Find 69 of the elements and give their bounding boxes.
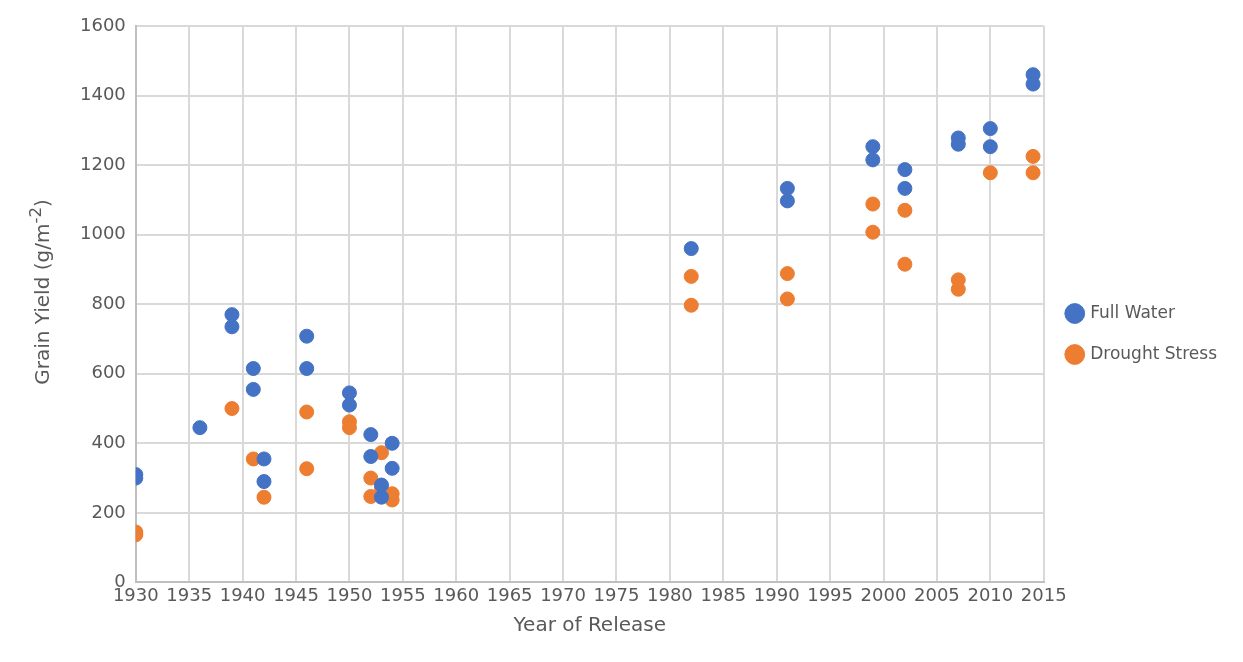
point [865,196,881,212]
point [897,202,913,218]
point [865,152,881,168]
point [982,165,998,181]
x-tick-label: 2005 [914,583,960,605]
x-tick-label: 1945 [273,583,319,605]
x-tick-label: 1990 [753,583,800,605]
y-tick-label: 1000 [80,222,126,244]
x-tick-label: 1935 [166,583,213,605]
point [683,297,699,313]
point [982,121,998,137]
legend-label: Full Water [1090,301,1175,322]
point [897,256,913,272]
x-tick-label: 2000 [860,583,907,605]
x-tick-label: 1940 [219,583,266,605]
point [865,139,881,155]
point [245,381,261,397]
point [982,139,998,155]
x-tick-label: 1995 [807,583,854,605]
x-tick-label: 1985 [700,583,747,605]
point [224,319,240,335]
x-tick-label: 1965 [486,583,533,605]
point [384,435,400,451]
point [341,385,357,401]
point [299,361,315,377]
x-tick-label: 2015 [1020,583,1067,605]
point [779,266,795,282]
point [299,404,315,420]
y-tick-label: 400 [91,430,126,452]
point [779,193,795,209]
point [256,489,272,505]
point [1025,148,1041,164]
y-tick-label: 800 [91,291,126,313]
point [897,162,913,178]
x-tick-label: 1950 [326,583,373,605]
x-tick-label: 1980 [646,583,693,605]
point [384,460,400,476]
x-tick-label: 1975 [593,583,640,605]
point [683,268,699,284]
y-tick-label: 600 [91,361,126,383]
point [683,241,699,257]
y-tick-label: 200 [91,500,126,522]
legend-label: Drought Stress [1090,342,1218,363]
point [373,489,389,505]
point [256,474,272,490]
point [363,470,379,486]
point [299,461,315,477]
x-tick-label: 1955 [379,583,426,605]
x-tick-label: 2010 [967,583,1014,605]
y-tick-label: 1600 [80,13,126,35]
point [779,180,795,196]
point [245,361,261,377]
point [865,224,881,240]
point [299,328,315,344]
x-tick-label: 1970 [540,583,586,605]
x-tick-label: 1960 [433,583,480,605]
y-tick-label: 1200 [80,152,126,174]
point [363,449,379,465]
point [224,401,240,417]
point [341,397,357,413]
point [1025,165,1041,181]
point [192,420,208,436]
point [897,180,913,196]
point [779,291,795,307]
point [256,451,272,467]
point [363,427,379,443]
x-axis-title: Year of Release [512,612,667,637]
y-tick-label: 1400 [80,83,126,105]
point [373,477,389,493]
